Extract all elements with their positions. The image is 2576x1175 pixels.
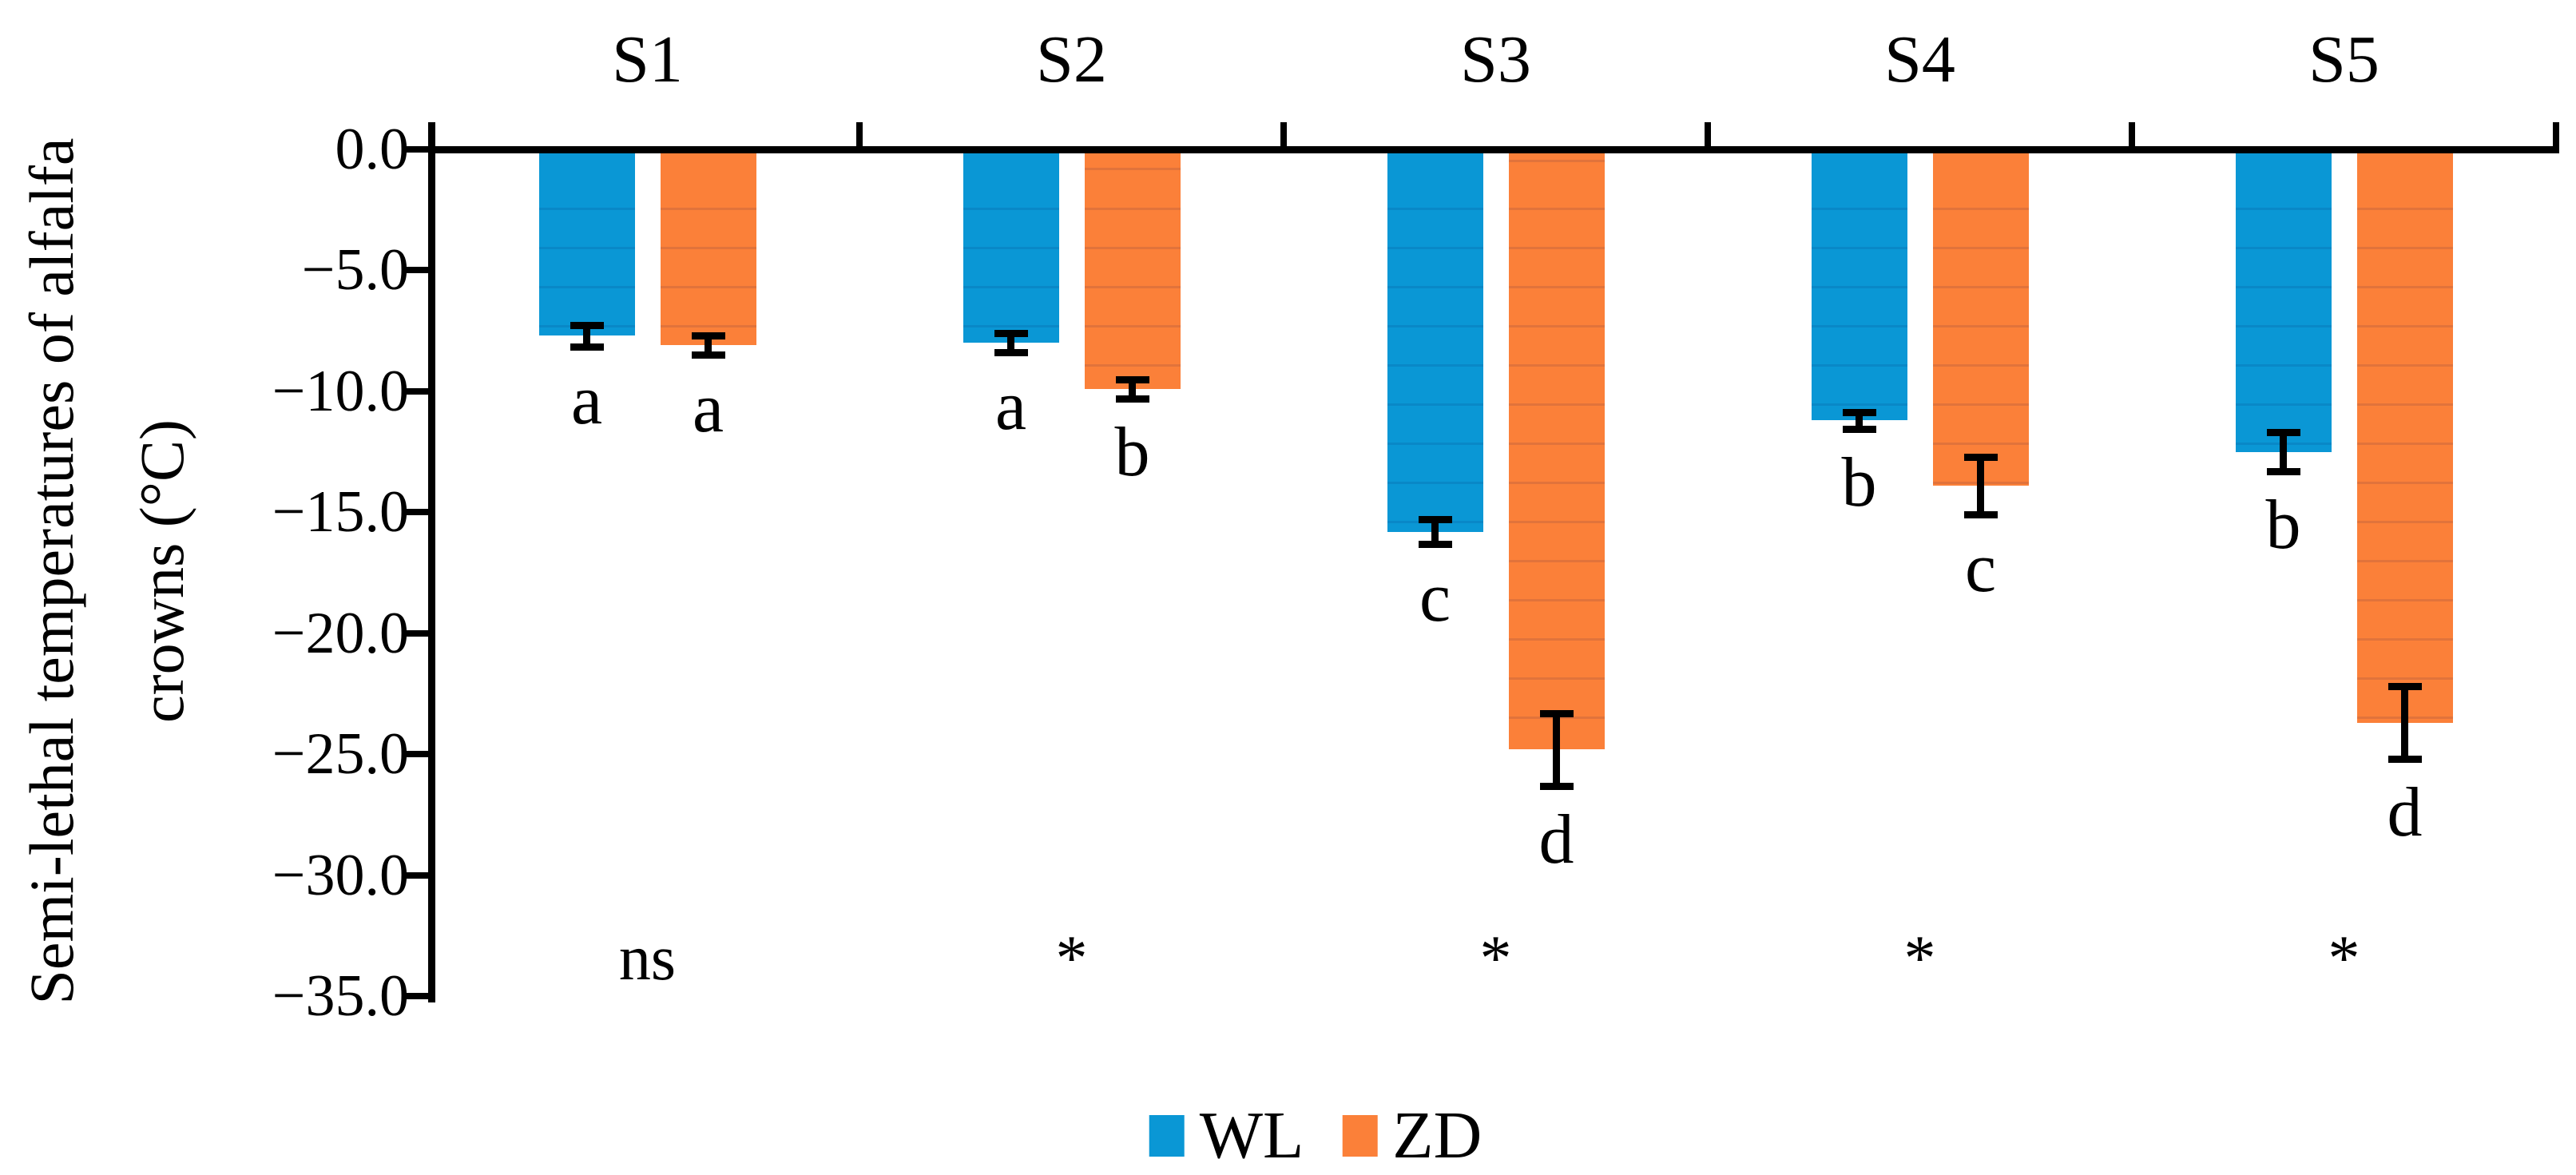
bar-zd-s2 — [1084, 153, 1181, 389]
error-bar-line — [1856, 411, 1863, 429]
letter-label: a — [994, 367, 1027, 446]
error-bar-cap-top — [994, 330, 1028, 338]
bar-zd-s1 — [660, 153, 756, 346]
bar-zd-s4 — [1932, 153, 2029, 486]
error-bar-cap-top — [1963, 453, 1998, 461]
error-bar-cap-top — [2387, 683, 2422, 691]
y-tick — [404, 871, 428, 879]
error-bar-line — [1007, 333, 1014, 353]
y-tick-label: −20.0 — [272, 600, 409, 666]
error-bar-line — [583, 324, 590, 347]
error-bar-cap-bottom — [1963, 511, 1998, 519]
y-tick — [404, 751, 428, 758]
y-axis-title: Semi-lethal temperatures of alfalfa crow… — [0, 36, 217, 1106]
error-bar-cap-bottom — [1842, 425, 1876, 433]
legend-label-zd: ZD — [1392, 1098, 1482, 1173]
bar-wl-s2 — [963, 153, 1059, 343]
y-tick-label: −35.0 — [272, 963, 409, 1029]
bar-wl-s1 — [538, 153, 635, 336]
y-tick — [404, 387, 428, 395]
significance-marker: * — [1903, 923, 1936, 994]
legend-swatch-zd — [1342, 1115, 1378, 1157]
letter-label: b — [1114, 413, 1150, 491]
group-label: S1 — [612, 22, 683, 97]
error-bar-cap-top — [1842, 408, 1876, 416]
letter-label: d — [2387, 774, 2423, 852]
letter-label: b — [1841, 443, 1877, 522]
letter-label: d — [1538, 800, 1574, 879]
y-axis-line — [428, 122, 435, 1002]
letter-label: c — [1964, 530, 1997, 608]
significance-marker: * — [2328, 923, 2360, 994]
error-bar-cap-top — [2266, 429, 2300, 437]
error-bar-line — [2401, 686, 2408, 760]
y-tick-label: −10.0 — [272, 358, 409, 424]
group-label: S5 — [2308, 22, 2380, 97]
y-tick-label: 0.0 — [335, 117, 410, 182]
error-bar-line — [1977, 456, 1984, 515]
error-bar-cap-bottom — [1539, 782, 1574, 790]
y-tick — [404, 267, 428, 274]
error-bar-cap-top — [1539, 709, 1574, 717]
bar-zd-s3 — [1508, 153, 1605, 750]
error-bar-cap-bottom — [2266, 467, 2300, 475]
legend: WL ZD — [1149, 1102, 1482, 1169]
error-bar-line — [1553, 713, 1560, 786]
x-axis-line — [432, 146, 2559, 153]
error-bar-line — [1129, 379, 1136, 399]
y-tick-label: −5.0 — [301, 237, 409, 304]
error-bar-line — [705, 335, 712, 355]
y-tick — [404, 146, 428, 153]
error-bar-cap-bottom — [994, 349, 1028, 357]
legend-swatch-wl — [1149, 1115, 1185, 1157]
significance-marker: * — [1479, 923, 1512, 994]
y-tick — [404, 993, 428, 999]
legend-item-wl: WL — [1149, 1102, 1304, 1169]
group-label: S4 — [1884, 22, 1955, 97]
error-bar-cap-bottom — [570, 343, 604, 351]
error-bar-cap-top — [691, 332, 725, 340]
letter-label: c — [1419, 558, 1451, 637]
error-bar-cap-top — [1418, 516, 1452, 524]
significance-marker: ns — [618, 923, 677, 994]
letter-label: a — [692, 370, 724, 448]
y-tick-label: −30.0 — [272, 842, 409, 908]
x-tick — [1280, 122, 1287, 146]
group-label: S3 — [1460, 22, 1531, 97]
y-axis-title-line1: Semi-lethal temperatures of alfalfa — [17, 137, 86, 1005]
error-bar-cap-bottom — [1418, 540, 1452, 548]
y-axis-title-line2: crowns (°C) — [127, 419, 196, 723]
error-bar-line — [2280, 432, 2287, 471]
x-tick — [1705, 122, 1711, 146]
y-tick-label: −15.0 — [272, 479, 409, 546]
y-tick — [404, 629, 428, 637]
bar-wl-s4 — [1811, 153, 1907, 421]
bar-wl-s3 — [1387, 153, 1483, 532]
legend-label-wl: WL — [1199, 1098, 1304, 1173]
x-tick — [2129, 122, 2135, 146]
bar-zd-s5 — [2356, 153, 2453, 723]
error-bar-line — [1431, 519, 1439, 544]
error-bar-cap-top — [570, 321, 604, 329]
x-tick — [2553, 122, 2559, 146]
bar-wl-s5 — [2235, 153, 2332, 452]
y-tick — [404, 509, 428, 516]
error-bar-cap-top — [1115, 375, 1149, 383]
group-label: S2 — [1036, 22, 1107, 97]
letter-label: a — [570, 361, 603, 439]
legend-item-zd: ZD — [1342, 1102, 1482, 1169]
y-tick-label: −25.0 — [272, 721, 409, 788]
error-bar-cap-bottom — [1115, 395, 1149, 403]
error-bar-cap-bottom — [691, 351, 725, 359]
significance-marker: * — [1055, 923, 1088, 994]
error-bar-cap-bottom — [2387, 756, 2422, 764]
letter-label: b — [2265, 486, 2301, 564]
x-tick — [856, 122, 863, 146]
